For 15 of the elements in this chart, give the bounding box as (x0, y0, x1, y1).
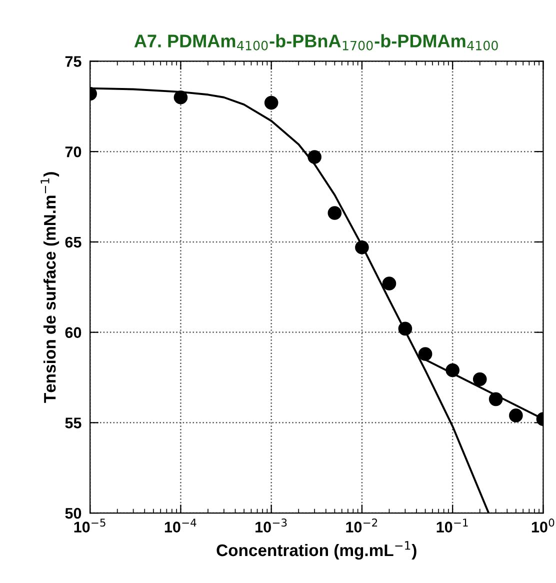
y-tick-label: 70 (65, 146, 82, 158)
x-tick-label: 10$^{−1}$ (436, 518, 468, 532)
y-tick-label: 65 (65, 236, 82, 248)
y-tick-label: 60 (65, 327, 82, 338)
x-axis-title: Concentration (mg.mL$^{−1}$) (216, 541, 416, 560)
y-tick-label: 50 (65, 508, 82, 519)
y-tick-label: 75 (65, 56, 82, 67)
x-tick-label: 10$^{−3}$ (256, 518, 287, 532)
y-axis-title: Tension de surface (mN.m$^{−1}$) (40, 172, 60, 403)
x-tick-label: 10$^{−5}$ (74, 518, 106, 532)
y-tick-label: 55 (65, 418, 82, 428)
chart-title: A7. PDMAm$_{4100}$-b-PBnA$_{1700}$-b-PDMAm$_{4100}$ (134, 34, 498, 50)
x-tick-label: 10$^{−4}$ (164, 518, 196, 532)
x-tick-label: 10$^{−2}$ (346, 518, 378, 532)
x-tick-label: 10$^{0}$ (532, 518, 554, 532)
